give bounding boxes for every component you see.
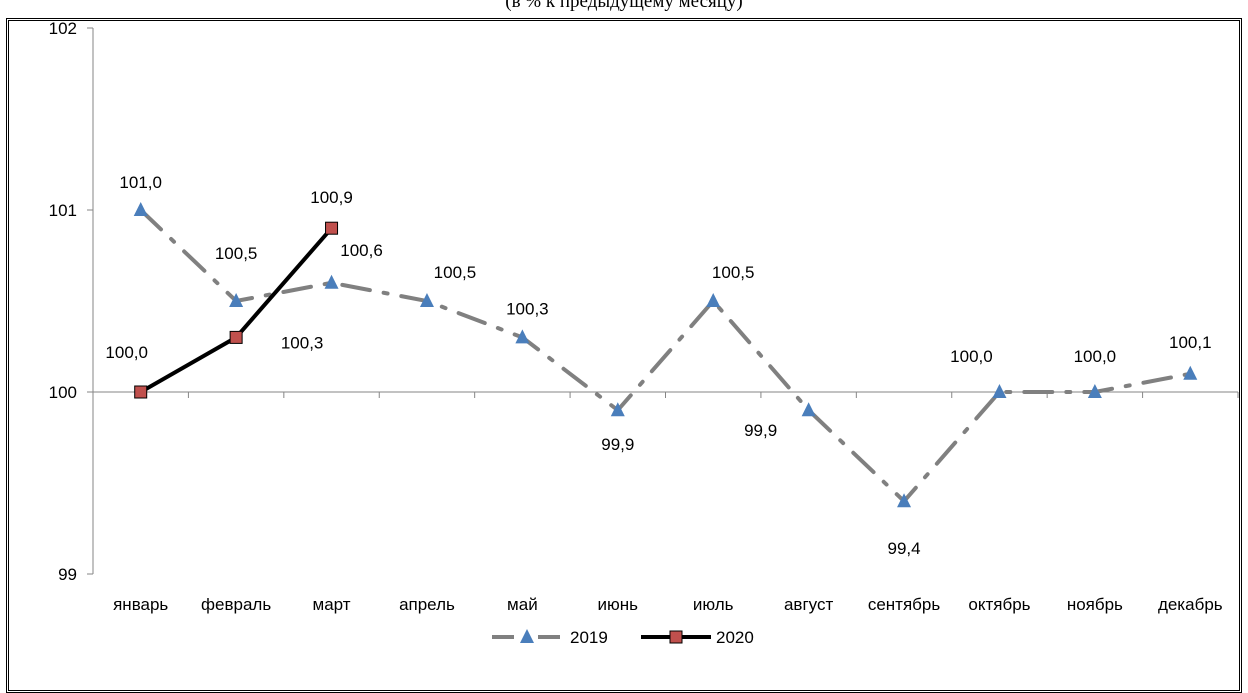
series-2019-point	[897, 493, 912, 508]
legend-2019-marker	[520, 629, 534, 643]
series-2019-data-label: 100,5	[712, 263, 755, 282]
series-2019-data-label: 100,0	[1074, 347, 1117, 366]
x-tick-label: январь	[113, 595, 168, 614]
series-2019-point	[610, 402, 625, 417]
series-2019-point	[801, 402, 816, 417]
chart-title: (в % к предыдущему месяцу)	[505, 0, 743, 12]
series-2019-point	[133, 202, 148, 216]
series-2020-data-label: 100,0	[105, 343, 148, 362]
x-tick-label: февраль	[201, 595, 271, 614]
x-tick-label: июнь	[598, 595, 639, 614]
series-2019-data-label: 100,3	[506, 299, 549, 318]
series-2019-point	[706, 293, 721, 307]
series-2019-line	[138, 208, 1193, 505]
series-2019-data-label: 99,9	[744, 421, 777, 440]
series-2019-data-label: 99,4	[887, 539, 920, 558]
series-2019-point	[515, 329, 530, 344]
legend-2020-label: 2020	[716, 628, 754, 647]
x-tick-label: сентябрь	[868, 595, 941, 614]
series-2020-data-label: 100,9	[310, 188, 353, 207]
series-2019-data-label: 100,5	[215, 244, 258, 263]
series-2020-data-label: 100,3	[281, 333, 324, 352]
x-tick-label: октябрь	[968, 595, 1030, 614]
series-2019-point	[419, 293, 434, 307]
series-2019-data-label: 99,9	[601, 435, 634, 454]
series-2019-point	[1183, 365, 1198, 380]
series-2019-point	[992, 384, 1007, 398]
y-tick-label: 101	[49, 201, 77, 220]
y-tick-label: 99	[58, 565, 77, 584]
x-tick-label: июль	[693, 595, 734, 614]
x-tick-label: ноябрь	[1067, 595, 1123, 614]
series-2019-data-label: 100,1	[1169, 333, 1212, 352]
series-2019-point	[229, 293, 244, 307]
y-tick-label: 100	[49, 383, 77, 402]
series-2020-point	[134, 385, 148, 399]
series-2019-data-label: 101,0	[119, 173, 162, 192]
x-tick-label: март	[313, 595, 351, 614]
x-tick-label: апрель	[399, 595, 455, 614]
y-tick-label: 102	[49, 19, 77, 38]
series-2019-point	[324, 274, 339, 289]
series-2019-point	[1087, 384, 1102, 398]
series-2019-data-label: 100,0	[950, 347, 993, 366]
series-2020-point	[229, 330, 243, 344]
series-2019-data-label: 100,6	[340, 241, 383, 260]
legend-2020-marker	[669, 630, 683, 644]
x-tick-label: декабрь	[1158, 595, 1223, 614]
x-tick-label: август	[784, 595, 833, 614]
series-2019-data-label: 100,5	[434, 263, 477, 282]
x-tick-label: май	[507, 595, 538, 614]
series-2020-point	[325, 221, 339, 235]
legend-2019-label: 2019	[570, 628, 608, 647]
